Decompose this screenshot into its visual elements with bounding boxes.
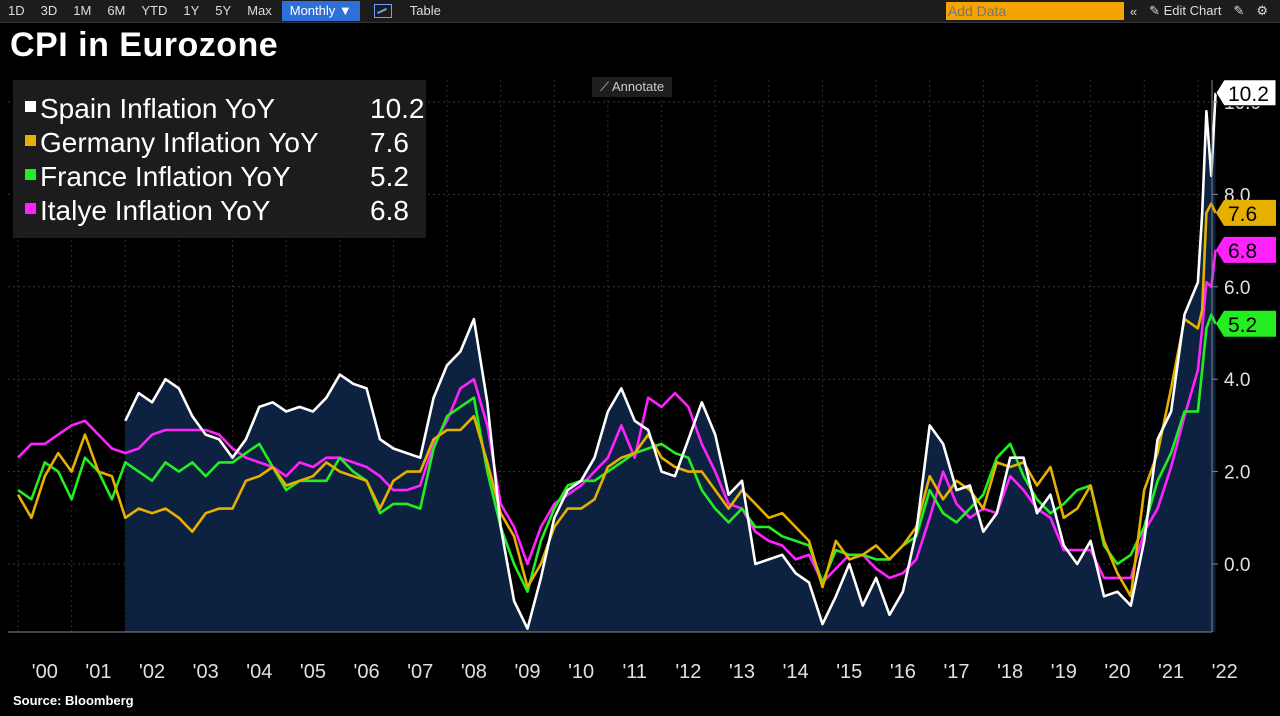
- legend: Spain Inflation YoY 10.2 Germany Inflati…: [13, 80, 426, 238]
- x-tick-label: '10: [568, 661, 594, 683]
- spain-line: [124, 92, 1217, 631]
- legend-item-italy: Italye Inflation YoY 6.8: [25, 195, 409, 227]
- x-tick-label: '07: [407, 661, 433, 683]
- italy-swatch: [25, 203, 36, 214]
- range-6m-button[interactable]: 6M: [107, 3, 126, 18]
- x-tick-label: '19: [1051, 661, 1077, 683]
- x-tick-label: '04: [246, 661, 272, 683]
- marker-label: 5.2: [1228, 314, 1257, 337]
- france-last-value-marker: 5.2: [1216, 310, 1276, 337]
- marker-shape: [1216, 310, 1276, 337]
- y-tick-label: 6.0: [1224, 278, 1250, 299]
- source-note: Source: Bloomberg: [13, 693, 134, 708]
- pencil-icon: ⟋: [600, 79, 610, 94]
- legend-item-france: France Inflation YoY 5.2: [25, 161, 409, 193]
- x-tick-label: '16: [890, 661, 916, 683]
- x-tick-label: '05: [300, 661, 326, 683]
- marker-shape: [1216, 236, 1276, 263]
- y-tick-label: 0.0: [1224, 555, 1250, 576]
- italy-line: [17, 249, 1217, 584]
- x-tick-label: '01: [85, 661, 111, 683]
- germany-line: [16, 202, 1217, 598]
- range-1m-button[interactable]: 1M: [73, 3, 92, 18]
- x-tick-label: '06: [354, 661, 380, 683]
- x-tick-label: '12: [675, 661, 701, 683]
- x-tick-label: '15: [836, 661, 862, 683]
- series-lines: [16, 92, 1217, 631]
- x-tick-label: '09: [514, 661, 540, 683]
- gear-icon[interactable]: ⚙: [1256, 3, 1268, 18]
- x-tick-label: '13: [729, 661, 755, 683]
- chart-title: CPI in Eurozone: [10, 26, 279, 64]
- x-tick-label: '22: [1212, 661, 1238, 683]
- edit-chart-button[interactable]: ✎ Edit Chart: [1143, 3, 1227, 19]
- marker-label: 7.6: [1228, 203, 1257, 226]
- y-tick-label: 4.0: [1224, 370, 1250, 391]
- legend-label: Spain Inflation YoY: [40, 93, 276, 124]
- y-tick-label: 2.0: [1224, 463, 1250, 484]
- annotate-label: Annotate: [612, 79, 665, 94]
- x-tick-label: '02: [139, 661, 165, 683]
- range-max-button[interactable]: Max: [247, 3, 272, 18]
- legend-label: Germany Inflation YoY: [40, 127, 319, 158]
- legend-value: 10.2: [370, 93, 425, 124]
- legend-value: 7.6: [370, 127, 409, 158]
- x-tick-label: '18: [997, 661, 1023, 683]
- annotate-button[interactable]: ⟋ Annotate: [592, 77, 673, 97]
- pencil-icon: ✎: [1149, 3, 1160, 18]
- france-swatch: [25, 169, 36, 180]
- x-tick-label: '17: [943, 661, 969, 683]
- edit-chart-label: Edit Chart: [1163, 3, 1222, 18]
- legend-item-spain: Spain Inflation YoY 10.2: [25, 93, 425, 125]
- spain-last-value-marker: 10.2: [1215, 79, 1277, 107]
- x-tick-label: '14: [783, 661, 809, 683]
- x-tick-label: '03: [193, 661, 219, 683]
- legend-value: 6.8: [370, 195, 409, 226]
- frequency-dropdown[interactable]: Monthly ▼: [281, 1, 360, 21]
- marker-shape: [1216, 199, 1276, 226]
- table-button[interactable]: Table: [409, 3, 441, 18]
- legend-value: 5.2: [370, 161, 409, 192]
- collapse-icon[interactable]: «: [1129, 3, 1138, 19]
- legend-label: Italye Inflation YoY: [40, 195, 271, 226]
- add-data-input[interactable]: [945, 2, 1124, 20]
- toolbar: 1D 3D 1M 6M YTD 1Y 5Y Max Monthly ▼ Tabl…: [0, 0, 1280, 23]
- edit-icon[interactable]: ✎: [1233, 3, 1245, 18]
- x-tick-label: '20: [1104, 661, 1130, 683]
- range-5y-button[interactable]: 5Y: [215, 3, 232, 18]
- x-tick-label: '00: [32, 661, 58, 683]
- marker-label: 6.8: [1228, 240, 1257, 263]
- germany-swatch: [25, 135, 36, 146]
- range-3d-button[interactable]: 3D: [40, 3, 58, 18]
- x-tick-label: '21: [1158, 661, 1184, 683]
- marker-label: 10.2: [1228, 83, 1269, 106]
- germany-last-value-marker: 7.6: [1216, 199, 1276, 226]
- spain-swatch: [25, 101, 36, 112]
- range-1d-button[interactable]: 1D: [8, 3, 25, 18]
- last-value-markers: 10.2 7.6 5.2 6.8: [1215, 79, 1277, 337]
- x-tick-label: '08: [461, 661, 487, 683]
- legend-label: France Inflation YoY: [40, 161, 291, 192]
- legend-item-germany: Germany Inflation YoY 7.6: [25, 127, 409, 159]
- range-1y-button[interactable]: 1Y: [183, 3, 200, 18]
- italy-last-value-marker: 6.8: [1216, 236, 1276, 263]
- range-ytd-button[interactable]: YTD: [141, 3, 168, 18]
- marker-shape: [1215, 79, 1277, 107]
- line-chart-icon[interactable]: [373, 4, 392, 18]
- x-tick-label: '11: [622, 661, 647, 683]
